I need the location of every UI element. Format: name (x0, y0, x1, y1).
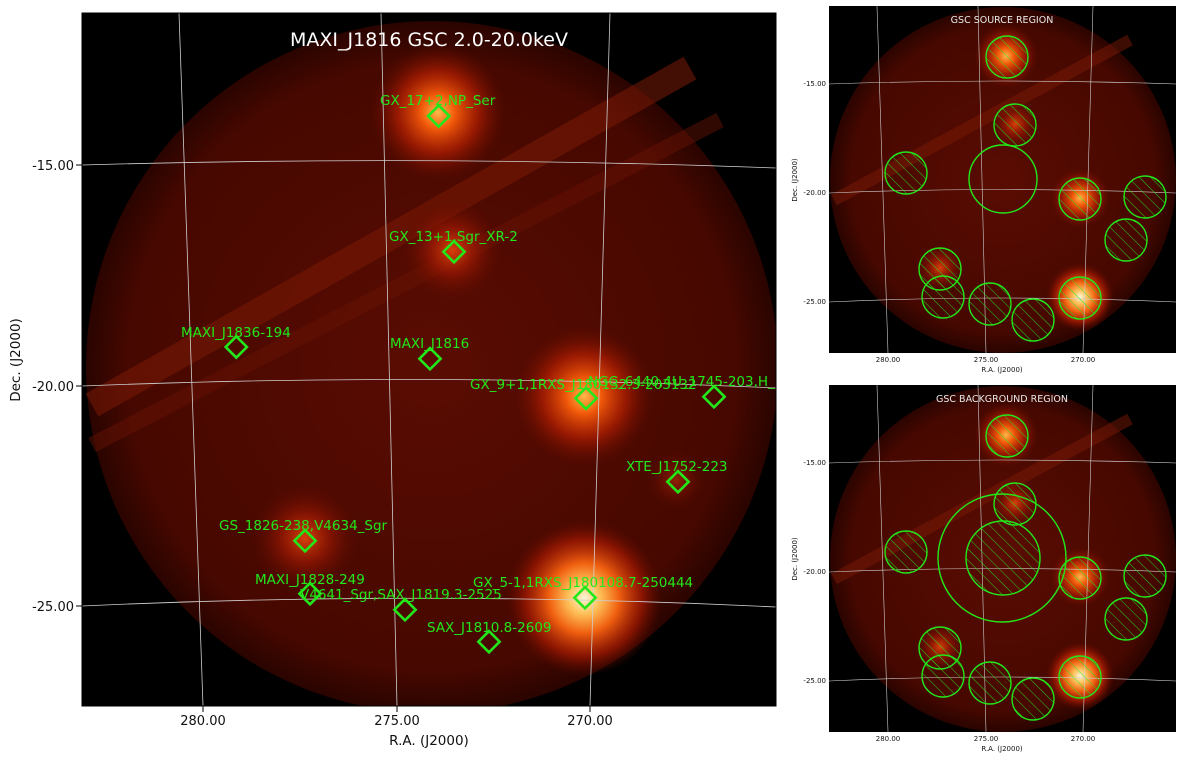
marker-sax-j1810[interactable] (476, 629, 502, 655)
y-axis-title: Dec. (J2000) (791, 537, 799, 581)
main-panel: GX_17+2,NP_Ser GX_13+1,Sgr_XR-2 MAXI_J18… (8, 12, 783, 749)
main-title: MAXI_J1816 GSC 2.0-20.0keV (290, 29, 568, 51)
source-blob (400, 198, 504, 302)
x-tick-label: 270.00 (1071, 735, 1096, 743)
y-tick-label: -15.00 (32, 159, 74, 174)
marker-maxi-j1816[interactable] (417, 346, 443, 372)
source-region-panel: GSC SOURCE REGION -15.00 -20.00 -25.00 2… (791, 6, 1176, 374)
source-label: GX_5-1,1RXS_J180108.7-250444 (473, 575, 693, 591)
marker-maxi-j1836[interactable] (223, 334, 249, 360)
x-tick-label: 270.00 (567, 714, 613, 729)
source-label: GX_13+1,Sgr_XR-2 (389, 229, 518, 245)
marker-gx5[interactable] (572, 585, 598, 611)
x-tick-label: 275.00 (974, 356, 999, 364)
coordinate-grid (82, 13, 776, 706)
source-markers (223, 103, 727, 655)
marker-gx9[interactable] (573, 385, 599, 411)
source-label: GX_9+1,1RXS_J180132.3-203132 (470, 377, 697, 393)
main-frame (81, 12, 777, 707)
x-tick-label: 275.00 (974, 735, 999, 743)
background-panel-title: GSC BACKGROUND REGION (936, 394, 1068, 405)
x-tick-label: 280.00 (876, 356, 901, 364)
y-tick-label: -15.00 (803, 80, 826, 88)
marker-maxi-j1828[interactable] (297, 581, 323, 607)
excluded-regions (884, 414, 1167, 721)
source-label: MAXI_J1828-249 (255, 572, 365, 588)
source-extraction-circle[interactable] (968, 144, 1038, 214)
x-tick-label: 270.00 (1071, 356, 1096, 364)
y-tick-label: -15.00 (803, 459, 826, 467)
y-axis-title: Dec. (J2000) (8, 318, 24, 402)
y-tick-label: -20.00 (803, 189, 826, 197)
x-tick-label: 280.00 (876, 735, 901, 743)
source-label: MAXI_J1836-194 (181, 325, 291, 341)
galactic-plane-streak (85, 56, 697, 417)
source-blob (514, 326, 654, 466)
x-axis-title: R.A. (J2000) (981, 745, 1023, 753)
x-axis-title: R.A. (J2000) (981, 366, 1023, 374)
y-tick-label: -25.00 (803, 298, 826, 306)
x-tick-label: 280.00 (180, 714, 226, 729)
source-label: XTE_J1752-223 (626, 459, 728, 475)
source-label: NGC_6440,4U_1745-203,H_1 (588, 374, 783, 390)
x-tick-label: 275.00 (374, 714, 420, 729)
marker-gx13[interactable] (441, 239, 467, 265)
y-tick-label: -25.00 (32, 600, 74, 615)
source-label: MAXI_J1816 (390, 336, 469, 352)
source-panel-title: GSC SOURCE REGION (951, 15, 1054, 26)
marker-xte-j1752[interactable] (665, 469, 691, 495)
y-axis-title: Dec. (J2000) (791, 158, 799, 202)
source-label: V4641_Sgr,SAX_J1819.3-2525 (300, 587, 502, 603)
background-region-panel: GSC BACKGROUND REGION -15.00 -20.00 -25.… (791, 385, 1176, 753)
y-tick-label: -20.00 (32, 380, 74, 395)
source-blob (250, 483, 360, 593)
source-label: GS_1826-238,V4634_Sgr (219, 518, 388, 534)
background-sky-image (829, 385, 1176, 732)
marker-gs1826[interactable] (292, 528, 318, 554)
excluded-regions (884, 35, 1167, 342)
source-blob (646, 450, 706, 510)
marker-gx17[interactable] (426, 103, 452, 129)
y-tick-label: -20.00 (803, 568, 826, 576)
main-sky-image: GX_17+2,NP_Ser GX_13+1,Sgr_XR-2 MAXI_J18… (82, 13, 783, 706)
source-blob (370, 44, 506, 180)
source-label: GX_17+2,NP_Ser (380, 93, 496, 109)
source-label: SAX_J1810.8-2609 (427, 620, 552, 636)
marker-ngc6440[interactable] (701, 384, 727, 410)
x-axis-title: R.A. (J2000) (389, 733, 469, 749)
source-sky-image (829, 6, 1176, 353)
source-blob (506, 520, 662, 676)
galactic-plane-streak (88, 112, 724, 453)
marker-v4641[interactable] (392, 597, 418, 623)
y-tick-label: -25.00 (803, 677, 826, 685)
main-axis-ticks (76, 164, 591, 712)
